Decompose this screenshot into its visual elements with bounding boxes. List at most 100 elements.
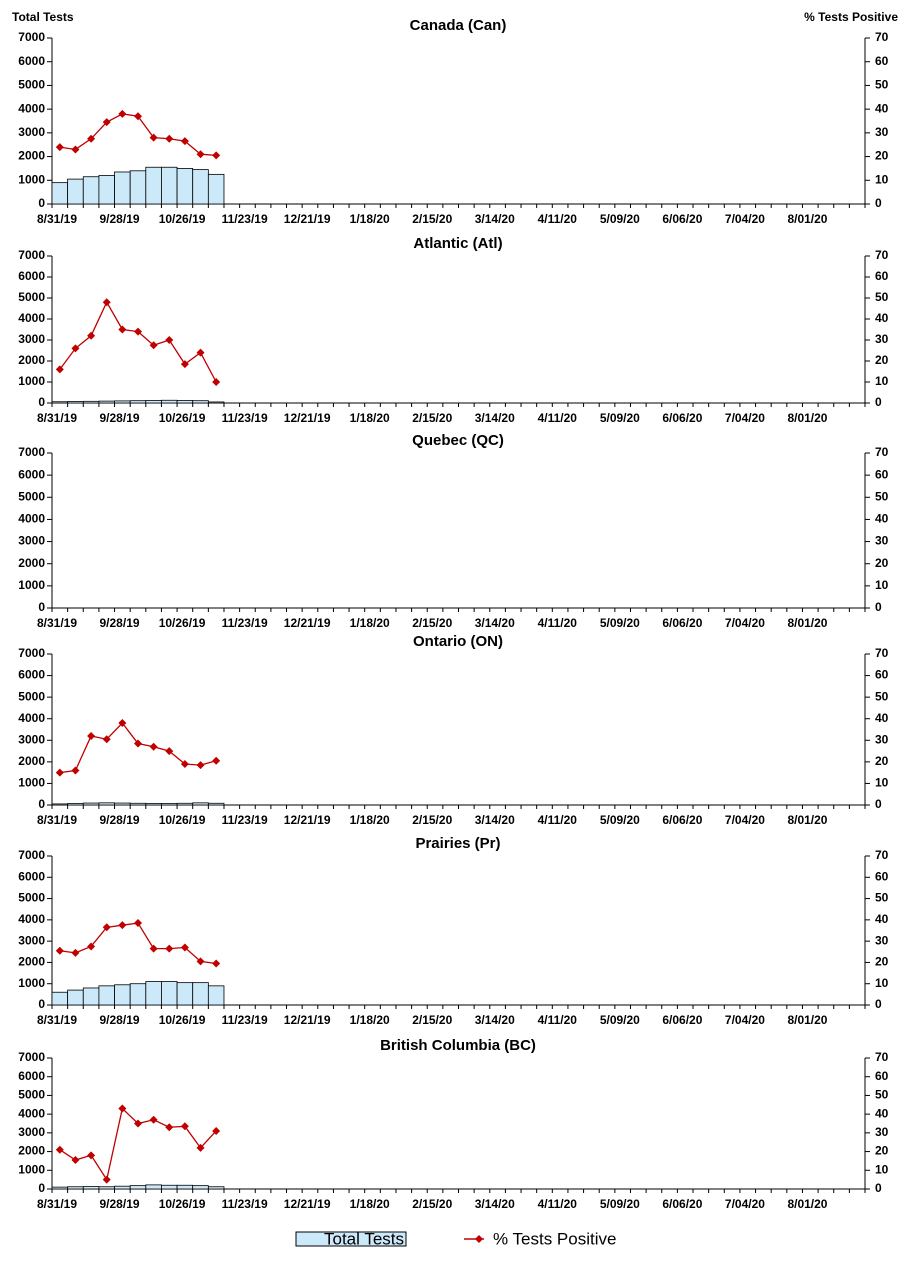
line-marker xyxy=(87,1151,96,1160)
x-tick-label: 12/21/19 xyxy=(284,1197,331,1211)
x-tick-label: 12/21/19 xyxy=(284,411,331,425)
x-tick-label: 6/06/20 xyxy=(662,813,702,827)
bar xyxy=(82,176,100,205)
x-tick-label: 12/21/19 xyxy=(284,616,331,630)
line-marker xyxy=(87,134,96,143)
y2-tick-label: 10 xyxy=(875,172,889,186)
x-tick-label: 1/18/20 xyxy=(350,212,390,226)
y2-tick-label: 20 xyxy=(875,149,889,163)
x-tick-label: 1/18/20 xyxy=(350,1013,390,1027)
bar xyxy=(161,981,178,1006)
y2-tick-label: 60 xyxy=(875,668,889,682)
y-tick-label: 2000 xyxy=(18,353,45,367)
x-tick-label: 5/09/20 xyxy=(600,616,640,630)
y2-tick-label: 50 xyxy=(875,891,889,905)
y-tick-label: 2000 xyxy=(18,955,45,969)
line-marker xyxy=(196,1143,205,1152)
y-tick-label: 3000 xyxy=(18,1125,45,1139)
line-marker xyxy=(165,944,174,953)
y2-tick-label: 70 xyxy=(875,1050,889,1064)
line-marker xyxy=(87,731,96,740)
bar xyxy=(129,983,147,1006)
y2-tick-label: 40 xyxy=(875,311,889,325)
x-tick-label: 9/28/19 xyxy=(100,1013,140,1027)
y-tick-label: 7000 xyxy=(18,30,45,44)
bar xyxy=(114,802,131,806)
line-marker xyxy=(55,143,64,152)
line-marker xyxy=(180,760,189,769)
line-marker xyxy=(165,1123,174,1132)
bar xyxy=(145,400,162,404)
y2-tick-label: 70 xyxy=(875,30,889,44)
line-marker xyxy=(102,923,111,932)
y-tick-label: 0 xyxy=(38,1181,45,1195)
legend-swatch-bar xyxy=(295,1231,407,1247)
x-tick-label: 3/14/20 xyxy=(475,1197,515,1211)
bar xyxy=(67,401,84,404)
line-marker xyxy=(212,151,221,160)
bar xyxy=(129,1185,147,1190)
y2-tick-label: 50 xyxy=(875,689,889,703)
y-tick-label: 6000 xyxy=(18,668,45,682)
x-tick-label: 7/04/20 xyxy=(725,212,765,226)
bar xyxy=(207,1186,225,1190)
line-marker xyxy=(180,943,189,952)
y-tick-label: 7000 xyxy=(18,646,45,660)
y2-tick-label: 60 xyxy=(875,869,889,883)
x-tick-label: 8/31/19 xyxy=(37,1197,77,1211)
bar xyxy=(51,1186,69,1190)
y-tick-label: 0 xyxy=(38,797,45,811)
y-tick-label: 1000 xyxy=(18,976,45,990)
y-tick-label: 5000 xyxy=(18,290,45,304)
line-marker xyxy=(149,1115,158,1124)
x-tick-label: 11/23/19 xyxy=(222,813,268,827)
line-marker xyxy=(212,959,221,968)
line-marker xyxy=(196,957,205,966)
chart-title: British Columbia (BC) xyxy=(380,1037,536,1054)
x-tick-label: 6/06/20 xyxy=(662,1197,702,1211)
bar xyxy=(67,178,84,205)
x-tick-label: 4/11/20 xyxy=(538,411,578,425)
line-marker xyxy=(180,360,189,369)
bar xyxy=(192,802,209,806)
y-tick-label: 6000 xyxy=(18,269,45,283)
y-tick-label: 5000 xyxy=(18,489,45,503)
y2-tick-label: 0 xyxy=(875,600,882,614)
line-marker xyxy=(149,742,158,751)
bar xyxy=(51,401,69,404)
y2-tick-label: 0 xyxy=(875,797,882,811)
y2-tick-label: 30 xyxy=(875,1125,889,1139)
bar xyxy=(192,982,209,1006)
bar xyxy=(67,803,84,806)
x-tick-label: 6/06/20 xyxy=(662,411,702,425)
y-tick-label: 2000 xyxy=(18,556,45,570)
y2-tick-label: 70 xyxy=(875,445,889,459)
x-tick-label: 4/11/20 xyxy=(538,212,578,226)
y-tick-label: 5000 xyxy=(18,891,45,905)
bar xyxy=(114,1185,131,1190)
y2-tick-label: 30 xyxy=(875,332,889,346)
line-marker xyxy=(55,1145,64,1154)
x-tick-label: 8/31/19 xyxy=(37,1013,77,1027)
y-tick-label: 0 xyxy=(38,196,45,210)
bar xyxy=(82,1186,100,1190)
x-tick-label: 9/28/19 xyxy=(100,212,140,226)
y2-tick-label: 0 xyxy=(875,1181,882,1195)
line-marker xyxy=(196,150,205,159)
line-marker xyxy=(118,109,127,118)
y-tick-label: 4000 xyxy=(18,512,45,526)
y2-tick-label: 0 xyxy=(875,997,882,1011)
line-marker xyxy=(71,766,80,775)
x-tick-label: 8/31/19 xyxy=(37,411,77,425)
x-tick-label: 3/14/20 xyxy=(475,616,515,630)
y2-tick-label: 30 xyxy=(875,125,889,139)
line-marker xyxy=(102,298,111,307)
x-tick-label: 12/21/19 xyxy=(284,212,331,226)
y-tick-label: 4000 xyxy=(18,101,45,115)
bar xyxy=(129,170,147,205)
y-tick-label: 1000 xyxy=(18,776,45,790)
x-tick-label: 11/23/19 xyxy=(222,1197,268,1211)
bar xyxy=(161,166,178,205)
x-tick-label: 12/21/19 xyxy=(284,1013,331,1027)
y2-tick-label: 0 xyxy=(875,196,882,210)
